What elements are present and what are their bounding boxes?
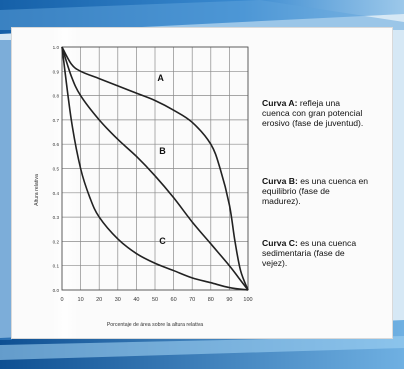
caption-c-text: es una cuenca sedimentaria (fase de veje… (262, 238, 357, 268)
caption-curve-c: Curva C: es una cuenca sedimentaria (fas… (262, 238, 370, 268)
y-tick-label: 0.3 (53, 215, 60, 220)
x-tick-label: 50 (152, 297, 158, 303)
panel-highlight-stripe (52, 28, 78, 338)
caption-curve-a: Curva A: refleja una cuenca con gran pot… (262, 98, 370, 128)
chart-annotations: A B C (157, 73, 166, 246)
curve-label-c: C (159, 236, 166, 246)
curve-c (61, 46, 249, 291)
curve-a (61, 46, 249, 291)
x-tick-label: 30 (115, 297, 121, 303)
y-tick-label: 0.1 (53, 264, 60, 269)
caption-c-label: Curva C: (262, 238, 298, 248)
x-tick-label: 10 (78, 297, 84, 303)
x-tick-label: 60 (171, 297, 177, 303)
x-tick-label: 20 (96, 297, 102, 303)
caption-b-text: es una cuenca en equilibrio (fase de mad… (262, 176, 369, 206)
chart-ticks: 0 10 20 30 40 50 60 70 80 90 100 0.0 0.1 0.2 0.3 0.4 0.5… (53, 45, 253, 303)
caption-a-text: refleja una cuenca con gran potencial er… (262, 98, 364, 128)
slide-panel (12, 28, 392, 338)
curve-label-b: B (159, 146, 166, 156)
x-tick-label: 80 (208, 297, 214, 303)
plot-frame (61, 46, 249, 291)
curve-b (61, 46, 249, 291)
y-tick-label: 0.0 (53, 288, 60, 293)
x-tick-label: 100 (243, 297, 252, 303)
caption-a-label: Curva A: (262, 98, 298, 108)
y-tick-label: 0.2 (53, 239, 60, 244)
y-tick-label: 0.5 (53, 167, 60, 172)
x-tick-label: 90 (226, 297, 232, 303)
x-axis-label: Porcentaje de área sobre la altura relat… (107, 322, 203, 328)
y-tick-label: 0.6 (53, 142, 60, 147)
y-tick-label: 1.0 (53, 45, 60, 50)
y-tick-label: 0.4 (53, 191, 60, 196)
chart-curves (61, 46, 249, 291)
y-tick-label: 0.9 (53, 69, 60, 74)
y-tick-label: 0.8 (53, 94, 60, 99)
caption-b-label: Curva B: (262, 176, 298, 186)
caption-curve-b: Curva B: es una cuenca en equilibrio (fa… (262, 176, 370, 206)
curve-label-a: A (157, 73, 164, 83)
y-tick-label: 0.7 (53, 118, 60, 123)
y-axis-label: Altura relativa (34, 174, 40, 206)
x-tick-label: 0 (60, 297, 63, 303)
x-tick-label: 40 (133, 297, 139, 303)
x-tick-label: 70 (189, 297, 195, 303)
